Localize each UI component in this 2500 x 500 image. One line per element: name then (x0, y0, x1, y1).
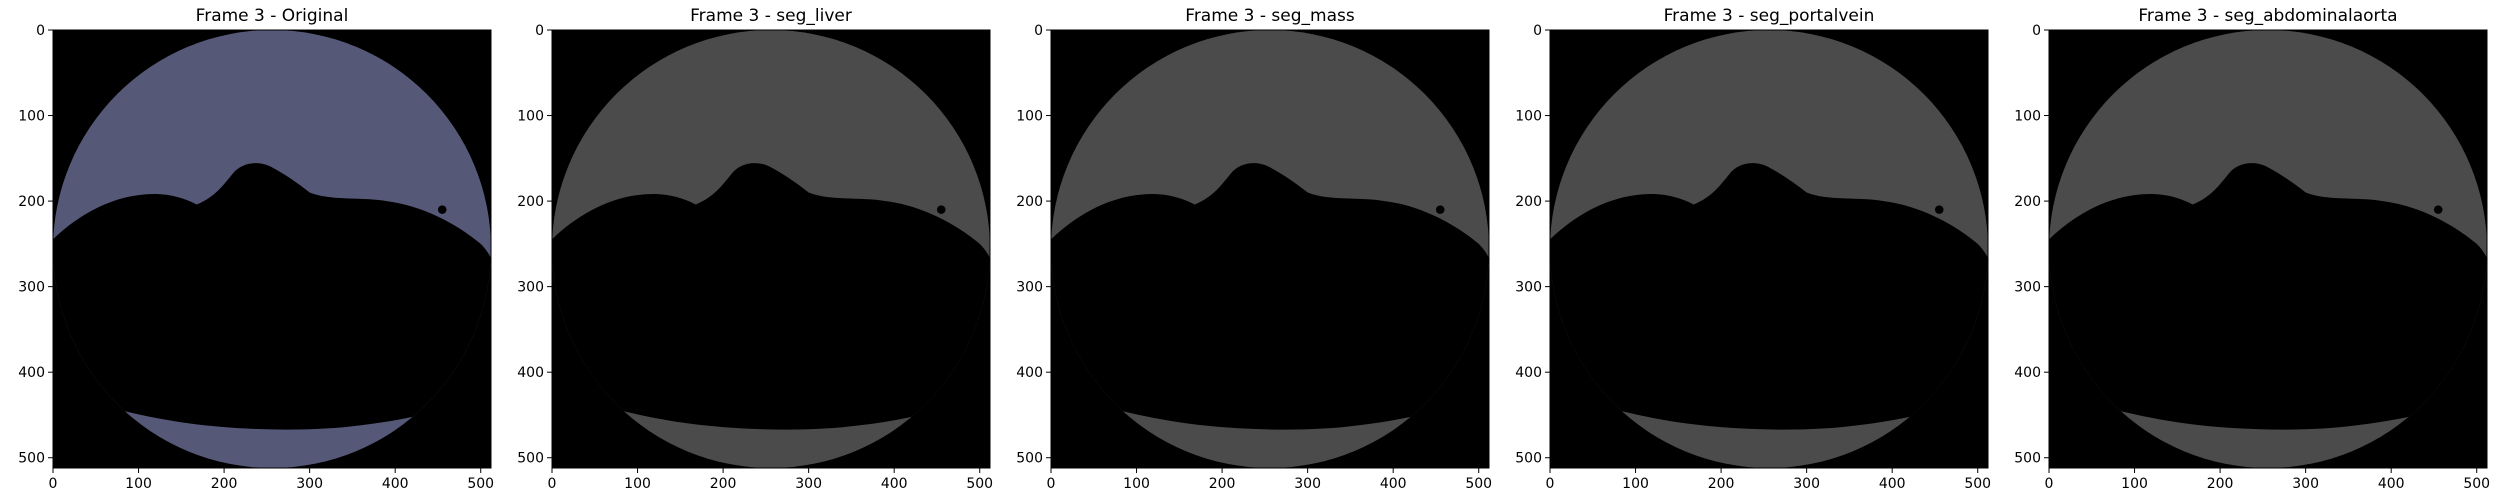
x-tick-label: 200 (710, 476, 737, 492)
y-tick-label: 200 (1515, 194, 1542, 210)
y-tick-label: 200 (517, 194, 544, 210)
panel-title: Frame 3 - seg_mass (1185, 6, 1355, 26)
y-tick-label: 0 (2032, 23, 2041, 39)
y-tick-label: 100 (517, 109, 544, 125)
y-tick-label: 300 (517, 280, 544, 296)
y-tick-label: 400 (1515, 365, 1542, 381)
panel-5: #panel-style-4 .body { fill: #6a6a6a; } … (2014, 6, 2490, 492)
x-tick-label: 400 (881, 476, 908, 492)
y-tick-label: 200 (18, 194, 45, 210)
panel-2: #panel-style-1 .body { fill: #6a6a6a; } … (517, 6, 993, 492)
x-tick-label: 100 (1622, 476, 1649, 492)
y-tick-label: 300 (2014, 280, 2041, 296)
panel-title: Frame 3 - seg_abdominalaorta (2138, 6, 2397, 26)
x-tick-label: 400 (2378, 476, 2405, 492)
x-tick-label: 0 (2045, 476, 2054, 492)
x-tick-label: 0 (1047, 476, 1056, 492)
y-tick-label: 300 (1515, 280, 1542, 296)
y-tick-label: 400 (18, 365, 45, 381)
y-tick-label: 200 (1016, 194, 1043, 210)
x-tick-label: 0 (548, 476, 557, 492)
axes-frame (551, 29, 991, 469)
x-tick-label: 400 (1879, 476, 1906, 492)
y-tick-label: 500 (1016, 451, 1043, 467)
y-tick-label: 100 (1016, 109, 1043, 125)
y-tick-label: 500 (1515, 451, 1542, 467)
y-tick-label: 100 (1515, 109, 1542, 125)
x-tick-label: 0 (1546, 476, 1555, 492)
x-tick-label: 300 (1793, 476, 1820, 492)
x-tick-label: 500 (467, 476, 494, 492)
ct-slice-image (1550, 30, 1989, 469)
ct-slice-image (1051, 30, 1490, 469)
y-tick-label: 100 (18, 109, 45, 125)
axes-frame (2048, 29, 2488, 469)
x-tick-label: 200 (1708, 476, 1735, 492)
panel-title: Frame 3 - Original (196, 6, 349, 26)
x-tick-label: 300 (795, 476, 822, 492)
panel-1: #panel-style-0 .body { fill: #9cb2b6; } … (18, 6, 494, 492)
y-tick-label: 0 (1034, 23, 1043, 39)
y-tick-label: 300 (1016, 280, 1043, 296)
y-tick-label: 0 (36, 23, 45, 39)
x-tick-label: 500 (1964, 476, 1991, 492)
ct-slice-image (2049, 30, 2488, 469)
x-tick-label: 500 (966, 476, 993, 492)
x-tick-label: 200 (2207, 476, 2234, 492)
y-tick-label: 400 (1016, 365, 1043, 381)
x-tick-label: 300 (1294, 476, 1321, 492)
y-tick-label: 400 (517, 365, 544, 381)
axes-frame (1549, 29, 1989, 469)
x-tick-label: 300 (2292, 476, 2319, 492)
x-tick-label: 400 (1380, 476, 1407, 492)
x-tick-label: 0 (49, 476, 58, 492)
panel-3: #panel-style-2 .body { fill: #6a6a6a; } … (1016, 6, 1492, 492)
x-tick-label: 200 (1209, 476, 1236, 492)
y-tick-label: 500 (2014, 451, 2041, 467)
y-tick-label: 500 (18, 451, 45, 467)
x-tick-label: 500 (2463, 476, 2490, 492)
x-tick-label: 100 (624, 476, 651, 492)
x-tick-label: 200 (211, 476, 238, 492)
ct-slice-image (53, 30, 492, 469)
x-tick-label: 300 (296, 476, 323, 492)
x-tick-label: 100 (125, 476, 152, 492)
y-tick-label: 0 (535, 23, 544, 39)
x-tick-label: 500 (1465, 476, 1492, 492)
x-tick-label: 400 (382, 476, 409, 492)
panel-title: Frame 3 - seg_portalvein (1664, 6, 1875, 26)
axes-frame (1050, 29, 1490, 469)
y-tick-label: 400 (2014, 365, 2041, 381)
panel-title: Frame 3 - seg_liver (690, 6, 852, 26)
axes-frame (52, 29, 492, 469)
y-tick-label: 200 (2014, 194, 2041, 210)
y-tick-label: 500 (517, 451, 544, 467)
y-tick-label: 100 (2014, 109, 2041, 125)
y-tick-label: 0 (1533, 23, 1542, 39)
y-tick-label: 300 (18, 280, 45, 296)
ct-slice-image (552, 30, 991, 469)
x-tick-label: 100 (2121, 476, 2148, 492)
panel-4: #panel-style-3 .body { fill: #6a6a6a; } … (1515, 6, 1991, 492)
x-tick-label: 100 (1123, 476, 1150, 492)
